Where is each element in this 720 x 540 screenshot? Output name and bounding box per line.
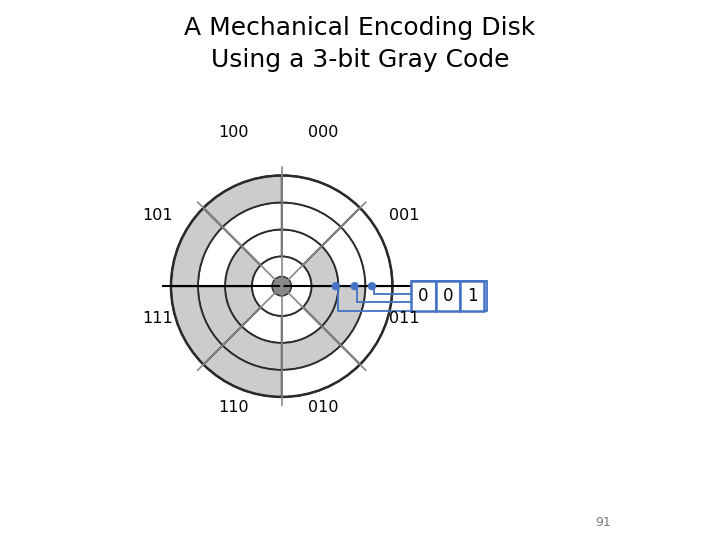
Text: 0: 0 — [418, 287, 428, 305]
Wedge shape — [222, 326, 282, 370]
Wedge shape — [322, 227, 365, 286]
Text: 111: 111 — [142, 311, 173, 326]
Wedge shape — [282, 326, 341, 370]
Wedge shape — [242, 230, 282, 265]
Wedge shape — [198, 286, 242, 346]
Text: 110: 110 — [217, 400, 248, 415]
Text: 1: 1 — [467, 287, 477, 305]
Text: 000: 000 — [308, 125, 338, 140]
Text: 0: 0 — [443, 287, 453, 305]
Wedge shape — [302, 286, 338, 326]
Wedge shape — [171, 208, 222, 286]
Wedge shape — [171, 286, 222, 364]
Circle shape — [272, 276, 292, 296]
Wedge shape — [282, 230, 322, 265]
Wedge shape — [225, 246, 261, 286]
Wedge shape — [198, 227, 242, 286]
Wedge shape — [282, 202, 341, 246]
Text: 001: 001 — [389, 208, 420, 224]
Text: 100: 100 — [218, 125, 248, 140]
Wedge shape — [222, 202, 282, 246]
Text: 011: 011 — [389, 311, 420, 326]
Wedge shape — [341, 286, 392, 364]
Bar — [460, 281, 484, 310]
Bar — [436, 281, 460, 310]
Circle shape — [351, 282, 359, 290]
Wedge shape — [322, 286, 365, 346]
Wedge shape — [282, 176, 360, 227]
Bar — [411, 281, 436, 310]
Text: A Mechanical Encoding Disk
Using a 3-bit Gray Code: A Mechanical Encoding Disk Using a 3-bit… — [184, 16, 536, 72]
Wedge shape — [204, 346, 282, 397]
Text: 010: 010 — [308, 400, 338, 415]
Text: 101: 101 — [142, 208, 173, 224]
Circle shape — [368, 282, 376, 290]
Wedge shape — [302, 246, 338, 286]
Wedge shape — [242, 307, 282, 343]
Circle shape — [252, 256, 311, 316]
Wedge shape — [282, 307, 322, 343]
Wedge shape — [341, 208, 392, 286]
Text: 91: 91 — [595, 516, 611, 529]
Wedge shape — [225, 286, 261, 326]
Circle shape — [332, 282, 340, 290]
Wedge shape — [282, 346, 360, 397]
Wedge shape — [204, 176, 282, 227]
